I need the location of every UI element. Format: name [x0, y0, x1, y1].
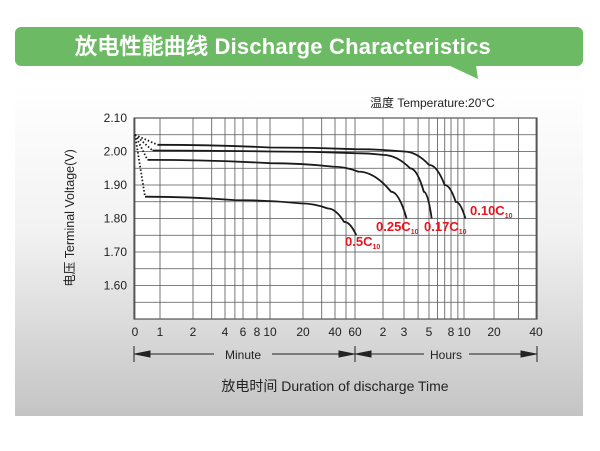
- curve-initial-0.25C: [134, 134, 149, 161]
- curves: [134, 133, 467, 236]
- y-tick-labels: 2.10 2.00 1.90 1.80 1.70 1.60: [104, 111, 128, 293]
- curve-initial-0.17C: [134, 134, 154, 152]
- x-tick-label: 8: [448, 325, 455, 339]
- page-title: 放电性能曲线 Discharge Characteristics: [75, 34, 491, 59]
- curve-0.5C: [144, 195, 358, 236]
- y-axis-label: 电压 Terminal Voltage(V): [63, 149, 77, 287]
- minute-label: Minute: [225, 348, 261, 362]
- x-tick-label: 20: [487, 325, 501, 339]
- grid: [133, 117, 538, 320]
- y-tick-label: 1.90: [104, 178, 128, 192]
- x-tick-label: 40: [328, 325, 342, 339]
- x-tick-label: 2: [190, 325, 197, 339]
- unit-arrows: [133, 346, 538, 362]
- x-tick-label: 6: [240, 325, 247, 339]
- x-tick-label: 3: [401, 325, 408, 339]
- x-tick-label: 10: [263, 325, 277, 339]
- temperature-note: 温度 Temperature:20°C: [370, 95, 495, 110]
- curve-0.17C: [152, 149, 433, 219]
- header-banner: 放电性能曲线 Discharge Characteristics: [15, 27, 583, 66]
- curve-0.25C: [147, 159, 408, 219]
- x-tick-labels: 0 1 2 4 6 8 10 20 40 60 2 3 5 8 10 20 40: [132, 325, 543, 339]
- curve-label: 0.17C10: [424, 219, 467, 236]
- y-tick-label: 1.80: [104, 212, 128, 226]
- x-tick-label: 20: [296, 325, 310, 339]
- y-tick-label: 2.00: [104, 145, 128, 159]
- x-tick-label: 1: [157, 325, 164, 339]
- x-tick-label: 0: [132, 325, 139, 339]
- x-tick-label: 10: [457, 325, 471, 339]
- y-tick-label: 1.70: [104, 245, 128, 259]
- curve-label: 0.5C10: [345, 234, 380, 251]
- curve-initial-0.10C: [134, 133, 158, 146]
- x-axis-label: 放电时间 Duration of discharge Time: [221, 378, 448, 394]
- curve-label: 0.10C10: [470, 203, 513, 220]
- x-tick-label: 8: [254, 325, 261, 339]
- x-tick-label: 2: [380, 325, 387, 339]
- y-tick-label: 1.60: [104, 279, 128, 293]
- x-tick-label: 5: [426, 325, 433, 339]
- y-tick-label: 2.10: [104, 111, 128, 125]
- x-tick-label: 4: [222, 325, 229, 339]
- curve-label: 0.25C10: [376, 219, 419, 236]
- x-tick-label: 60: [348, 325, 362, 339]
- hours-label: Hours: [430, 348, 462, 362]
- curve-0.10C: [157, 143, 467, 219]
- x-tick-label: 40: [529, 325, 543, 339]
